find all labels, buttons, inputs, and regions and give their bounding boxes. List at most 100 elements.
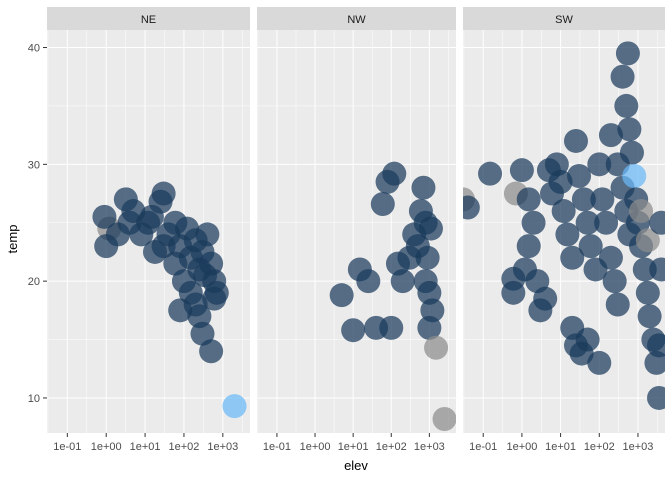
x-axis-ticks: 1e-01 1e+00 1e+01 1e+02 1e+03: [263, 433, 445, 453]
data-point: [463, 195, 480, 220]
x-tick-label: 1e-01: [53, 441, 81, 453]
data-point: [341, 318, 366, 343]
data-point: [516, 234, 541, 259]
data-point: [560, 245, 585, 270]
facet-strip: [257, 7, 456, 30]
data-point: [602, 269, 627, 294]
data-point: [635, 280, 660, 305]
point-series: [463, 41, 665, 410]
data-point: [575, 327, 600, 352]
point-series: [329, 161, 456, 431]
data-point: [571, 187, 596, 212]
data-point: [432, 406, 456, 431]
data-point: [382, 161, 407, 186]
x-tick-label: 1e-01: [263, 441, 291, 453]
point-series: [92, 181, 247, 419]
facet-panel-nw: NW 1e-01 1e+00 1e+01 1e+02 1e+03: [257, 7, 456, 453]
data-point: [415, 245, 440, 270]
data-point: [548, 169, 573, 194]
data-point: [637, 304, 662, 329]
data-point: [567, 164, 592, 189]
data-point: [578, 234, 603, 259]
data-point: [202, 286, 227, 311]
data-point: [598, 123, 623, 148]
data-point: [370, 192, 395, 217]
data-point: [614, 93, 639, 118]
data-point: [424, 335, 449, 360]
data-point: [379, 315, 404, 340]
data-point: [417, 315, 442, 340]
data-point: [617, 117, 642, 142]
data-point: [478, 161, 503, 186]
data-point: [647, 385, 665, 410]
data-point: [594, 210, 619, 235]
x-tick-label: 1e+00: [91, 441, 122, 453]
x-tick-label: 1e+03: [623, 441, 654, 453]
data-point: [509, 158, 534, 183]
data-point: [590, 187, 615, 212]
x-tick-label: 1e+03: [414, 441, 445, 453]
facet-strip: [463, 7, 665, 30]
facet-strip-label: NW: [347, 14, 366, 26]
x-tick-label: 1e+01: [545, 441, 576, 453]
x-tick-label: 1e+02: [584, 441, 615, 453]
data-point: [516, 187, 541, 212]
data-point: [418, 216, 443, 241]
x-axis-ticks: 1e-01 1e+00 1e+01 1e+02 1e+03: [469, 433, 653, 453]
data-point: [587, 350, 612, 375]
gridlines: [257, 30, 456, 433]
data-point: [390, 269, 415, 294]
data-point: [521, 210, 546, 235]
data-point: [555, 222, 580, 247]
data-point: [647, 333, 665, 358]
data-point: [413, 269, 438, 294]
data-point: [619, 140, 644, 165]
data-point: [222, 394, 247, 419]
data-point: [329, 283, 354, 308]
data-point: [411, 175, 436, 200]
data-point: [92, 204, 117, 229]
data-point: [193, 263, 218, 288]
facet-panel-sw: SW 1e-01 1e+00 1e+01 1e+02 1e+03: [463, 7, 665, 453]
data-point: [199, 339, 224, 364]
data-point: [610, 64, 635, 89]
data-point: [163, 251, 188, 276]
y-axis: 10 20 30 40: [28, 43, 47, 405]
y-axis-title: temp: [5, 225, 20, 254]
data-point: [632, 257, 657, 282]
data-point: [635, 228, 660, 253]
x-tick-label: 1e+00: [300, 441, 331, 453]
x-tick-label: 1e+00: [506, 441, 537, 453]
data-point: [533, 286, 558, 311]
x-tick-label: 1e+02: [168, 441, 199, 453]
x-tick-label: 1e+01: [338, 441, 369, 453]
facet-panel-ne: NE 1e-01 1e+00 1e+01 1e+02 1e+03: [47, 7, 250, 453]
data-point: [615, 41, 640, 66]
data-point: [605, 292, 630, 317]
data-point: [598, 245, 623, 270]
x-axis-title: elev: [344, 458, 368, 473]
y-tick-label: 10: [28, 393, 40, 405]
data-point: [587, 152, 612, 177]
data-point: [649, 210, 665, 235]
facet-strip-label: SW: [555, 14, 573, 26]
x-tick-label: 1e+03: [207, 441, 238, 453]
data-point: [195, 222, 220, 247]
data-point: [629, 199, 654, 224]
data-point: [575, 210, 600, 235]
y-tick-label: 30: [28, 159, 40, 171]
data-point: [563, 128, 588, 153]
x-tick-label: 1e-01: [469, 441, 497, 453]
data-point: [551, 199, 576, 224]
data-point: [151, 234, 176, 259]
y-tick-label: 20: [28, 276, 40, 288]
y-tick-label: 40: [28, 43, 40, 55]
x-axis-ticks: 1e-01 1e+00 1e+01 1e+02 1e+03: [53, 433, 238, 453]
data-point: [151, 181, 176, 206]
data-point: [622, 164, 647, 189]
facet-strip: [47, 7, 250, 30]
data-point: [356, 269, 381, 294]
data-point: [501, 280, 526, 305]
